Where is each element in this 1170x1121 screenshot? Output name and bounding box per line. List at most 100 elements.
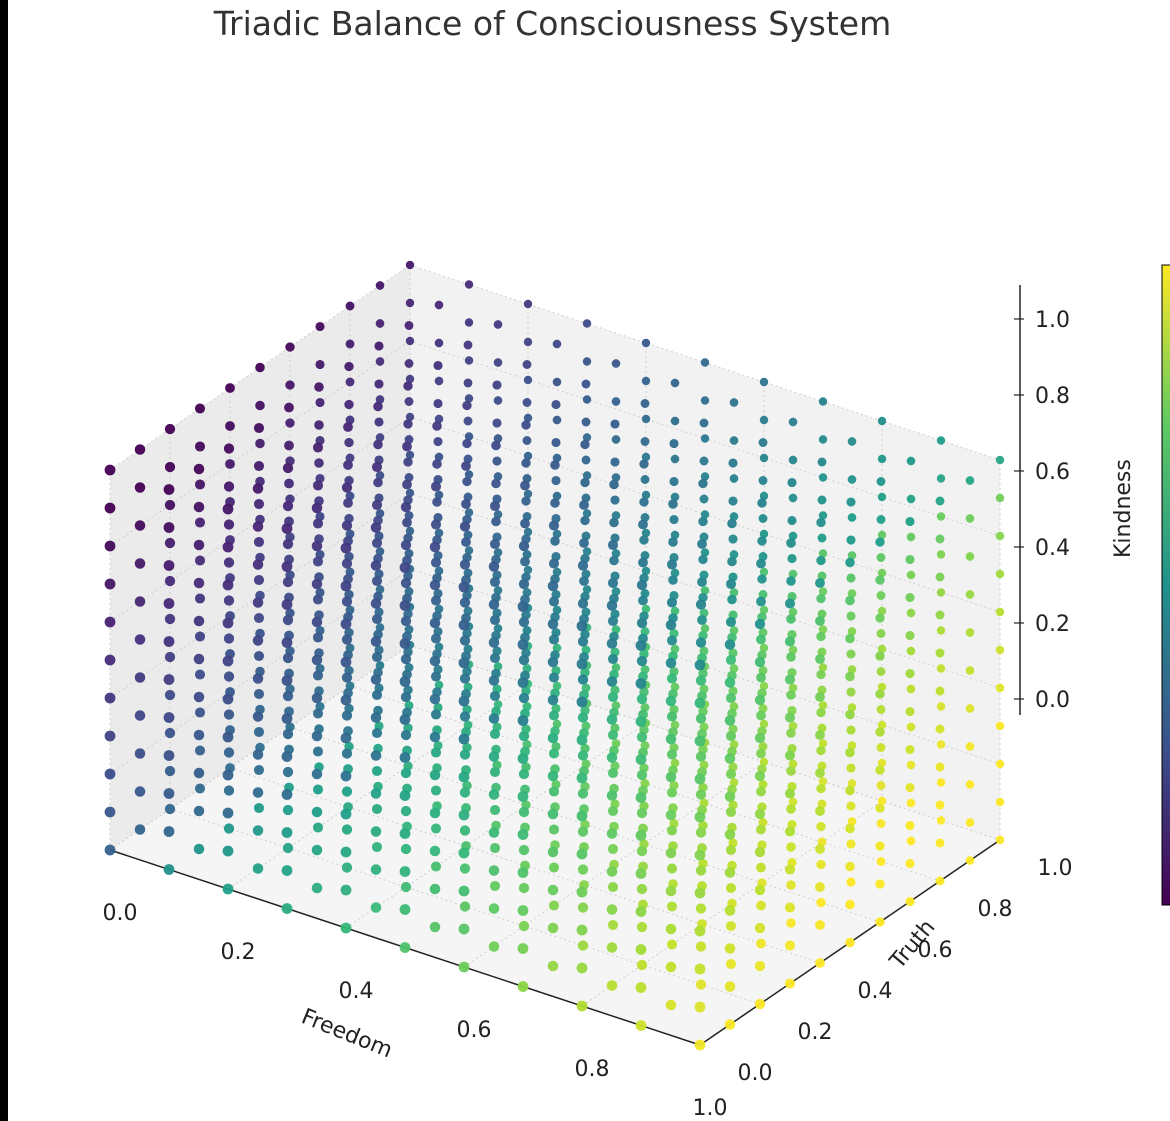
scatter-point bbox=[788, 721, 798, 731]
scatter-point bbox=[433, 360, 443, 371]
scatter-point bbox=[255, 362, 265, 373]
scatter-point bbox=[609, 517, 619, 528]
scatter-point bbox=[311, 692, 323, 704]
scatter-point bbox=[315, 321, 325, 332]
scatter-point bbox=[311, 654, 323, 666]
scatter-point bbox=[786, 690, 796, 700]
scatter-point bbox=[430, 861, 442, 872]
scatter-point bbox=[641, 376, 651, 386]
scatter-point bbox=[846, 877, 856, 887]
scatter-point bbox=[402, 479, 412, 490]
scatter-point bbox=[104, 806, 116, 818]
scatter-point bbox=[345, 377, 355, 387]
scatter-point bbox=[729, 778, 739, 787]
scatter-point bbox=[641, 414, 651, 424]
scatter-point bbox=[430, 519, 442, 530]
scatter-point bbox=[492, 456, 502, 466]
scatter-point bbox=[784, 750, 796, 761]
scatter-point bbox=[371, 575, 383, 587]
scatter-point bbox=[253, 650, 265, 662]
scatter-point bbox=[281, 789, 293, 800]
z-tick-label: 0.2 bbox=[1035, 612, 1070, 637]
scatter-point bbox=[104, 502, 116, 514]
scatter-point bbox=[521, 458, 531, 468]
scatter-point bbox=[786, 576, 796, 586]
scatter-point bbox=[518, 540, 530, 552]
scatter-point bbox=[788, 759, 798, 769]
scatter-point bbox=[816, 517, 826, 528]
scatter-point bbox=[255, 400, 265, 411]
scatter-point bbox=[635, 640, 647, 651]
scatter-point bbox=[164, 613, 176, 625]
scatter-point bbox=[666, 711, 678, 722]
scatter-point bbox=[815, 882, 825, 892]
scatter-point bbox=[459, 521, 471, 532]
scatter-point bbox=[312, 594, 324, 605]
scatter-point bbox=[314, 420, 324, 430]
scatter-point bbox=[665, 961, 677, 973]
scatter-point bbox=[818, 701, 828, 710]
scatter-point bbox=[491, 440, 501, 451]
scatter-point bbox=[341, 520, 353, 531]
scatter-point bbox=[493, 396, 503, 405]
scatter-point bbox=[400, 653, 412, 665]
scatter-point bbox=[995, 569, 1005, 579]
scatter-point bbox=[695, 713, 707, 724]
scatter-point bbox=[577, 750, 589, 761]
scatter-point bbox=[756, 672, 766, 683]
scatter-point bbox=[758, 438, 768, 447]
scatter-point bbox=[875, 917, 885, 927]
scatter-point bbox=[817, 495, 827, 505]
scatter-point bbox=[576, 620, 588, 632]
scatter-point bbox=[757, 574, 767, 584]
scatter-point bbox=[579, 538, 589, 548]
scatter-point bbox=[935, 762, 945, 772]
scatter-point bbox=[523, 375, 533, 385]
scatter-point bbox=[877, 720, 887, 730]
scatter-point bbox=[517, 753, 529, 764]
scatter-point bbox=[786, 804, 796, 814]
scatter-point bbox=[698, 516, 708, 527]
scatter-point bbox=[847, 475, 857, 484]
scatter-point bbox=[905, 592, 915, 603]
scatter-point bbox=[905, 706, 915, 717]
scatter-point bbox=[340, 846, 352, 858]
scatter-point bbox=[223, 785, 235, 796]
scatter-point bbox=[724, 753, 736, 764]
scatter-point bbox=[341, 824, 353, 835]
scatter-point bbox=[430, 709, 442, 720]
scatter-point bbox=[906, 456, 916, 466]
scatter-point bbox=[700, 586, 710, 595]
scatter-point bbox=[847, 551, 857, 560]
scatter-point bbox=[697, 615, 707, 625]
scatter-point bbox=[729, 398, 739, 407]
scatter-point bbox=[552, 377, 562, 387]
scatter-point bbox=[375, 319, 385, 328]
scatter-point bbox=[670, 720, 680, 730]
scatter-point bbox=[754, 808, 766, 820]
scatter-point bbox=[404, 397, 414, 406]
scatter-point bbox=[163, 522, 175, 533]
scatter-point bbox=[754, 618, 766, 630]
scatter-point bbox=[547, 656, 559, 668]
scatter-point bbox=[400, 615, 412, 627]
scatter-point bbox=[995, 797, 1005, 807]
scatter-point bbox=[606, 790, 618, 801]
scatter-point bbox=[548, 710, 560, 721]
scatter-point bbox=[282, 614, 294, 626]
scatter-point bbox=[399, 638, 411, 649]
scatter-point bbox=[405, 526, 415, 536]
scatter-point bbox=[433, 398, 443, 409]
scatter-point bbox=[784, 940, 796, 951]
scatter-point bbox=[697, 539, 707, 549]
scatter-point bbox=[607, 615, 619, 627]
scatter-point bbox=[670, 378, 680, 388]
scatter-point bbox=[252, 711, 264, 722]
y-tick-label: 0.2 bbox=[798, 1020, 833, 1045]
scatter-point bbox=[284, 440, 294, 451]
scatter-point bbox=[400, 501, 412, 513]
scatter-point bbox=[666, 635, 678, 646]
scatter-point bbox=[610, 457, 620, 467]
scatter-point bbox=[670, 758, 680, 768]
